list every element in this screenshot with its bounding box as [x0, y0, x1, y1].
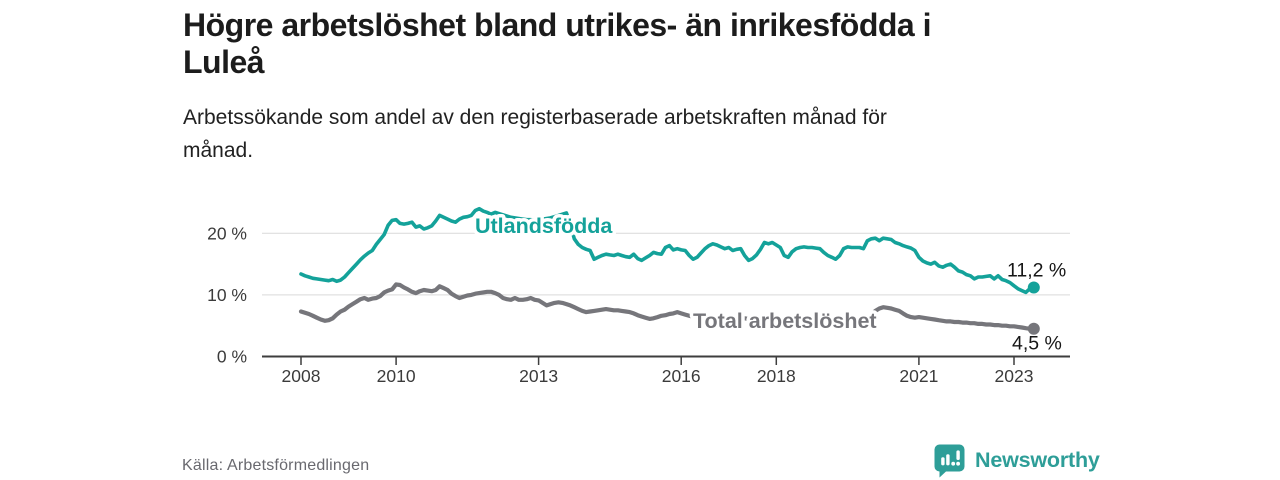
series-line-1 [298, 282, 1036, 331]
newsworthy-wordmark: Newsworthy [975, 448, 1100, 472]
x-tick-label: 2018 [757, 366, 796, 386]
newsworthy-logo: Newsworthy [933, 443, 1100, 478]
y-tick-label: 20 % [207, 223, 247, 243]
source-note: Källa: Arbetsförmedlingen [182, 457, 370, 474]
series-end-dot [1027, 322, 1040, 335]
series-end-value: 4,5 % [1012, 333, 1062, 355]
series-end-dot [1027, 281, 1040, 294]
series-label: Utlandsfödda [475, 214, 613, 238]
page-subtitle: Arbetssökande som andel av den registerb… [183, 106, 887, 162]
x-tick-label: 2013 [519, 366, 558, 386]
x-tick-label: 2010 [377, 366, 416, 386]
x-tick-label: 2021 [899, 366, 938, 386]
series-line-0 [299, 206, 1036, 295]
page-title: Högre arbetslöshet bland utrikes- än inr… [183, 7, 932, 80]
y-tick-label: 10 % [207, 285, 247, 305]
x-tick-label: 2016 [662, 366, 701, 386]
series-label: Total arbetslöshet [693, 309, 877, 333]
newsworthy-logo-icon [934, 444, 965, 478]
series-end-value: 11,2 % [1007, 260, 1066, 282]
x-tick-label: 2023 [995, 366, 1034, 386]
y-tick-label: 0 % [217, 347, 247, 367]
x-tick-label: 2008 [282, 366, 321, 386]
